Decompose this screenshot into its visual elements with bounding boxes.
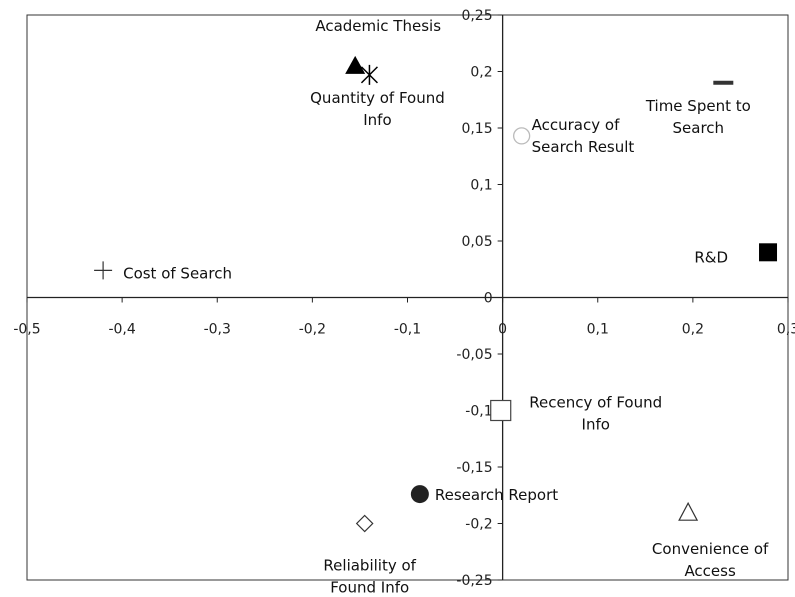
- point-marker: [759, 243, 778, 262]
- point-label-line: Info: [582, 416, 610, 434]
- tick-labels: -0,5 -0,4 -0,3 -0,2 -0,1 0 0,1 0,2 0,3 -0,25 -0,2 -…: [13, 8, 795, 589]
- point-label-line: Accuracy of: [532, 116, 620, 134]
- y-tick-label: -0,1: [465, 404, 492, 420]
- point-label: Convenience of Access: [652, 540, 769, 580]
- y-tick-label: -0,2: [465, 517, 492, 533]
- x-tick-label: -0,4: [108, 322, 135, 338]
- point-marker: [94, 261, 113, 280]
- y-tick-label: 0,1: [470, 178, 492, 194]
- point-label: Research Report: [435, 486, 558, 504]
- x-tick-label: -0,1: [394, 322, 421, 338]
- point-label-line: Info: [363, 111, 391, 129]
- point-label-line: Reliability of: [323, 557, 416, 575]
- point-marker: [355, 514, 374, 533]
- y-tick-label: -0,25: [456, 573, 492, 589]
- point-marker: [513, 127, 531, 145]
- point-label-line: Time Spent to: [645, 97, 751, 115]
- point-label-line: Search: [673, 119, 725, 137]
- x-tick-label: 0: [498, 322, 507, 338]
- point-label-line: Cost of Search: [123, 264, 232, 282]
- y-tick-label: 0,05: [461, 234, 492, 250]
- data-points: [94, 55, 778, 533]
- point-label: R&D: [694, 248, 728, 266]
- y-tick-label: 0,2: [470, 65, 492, 81]
- point-label: Reliability of Found Info: [323, 557, 416, 597]
- point-marker: [678, 501, 699, 521]
- point-label-line: Research Report: [435, 486, 558, 504]
- point-label: Time Spent to Search: [645, 97, 751, 137]
- y-tick-label: 0,25: [461, 8, 492, 24]
- x-tick-label: 0,1: [587, 322, 609, 338]
- point-marker: [360, 64, 378, 85]
- point-label-line: Convenience of: [652, 540, 769, 558]
- point-label-line: Found Info: [330, 579, 409, 597]
- x-tick-label: -0,3: [204, 322, 231, 338]
- point-marker: [410, 485, 429, 504]
- point-label-line: R&D: [694, 248, 728, 266]
- x-tick-label: 0,2: [682, 322, 704, 338]
- point-label-line: Search Result: [532, 138, 635, 156]
- y-tick-label: -0,05: [456, 347, 492, 363]
- point-label: Accuracy of Search Result: [532, 116, 635, 156]
- y-tick-label: 0,15: [461, 121, 492, 137]
- x-tick-label: -0,5: [13, 322, 40, 338]
- point-label: Quantity of Found Info: [310, 89, 445, 129]
- y-tick-label: 0: [484, 291, 493, 307]
- point-label-line: Access: [684, 562, 736, 580]
- point-label: Cost of Search: [123, 264, 232, 282]
- point-label: Recency of Found Info: [529, 394, 662, 434]
- x-tick-label: 0,3: [777, 322, 795, 338]
- y-tick-label: -0,15: [456, 460, 492, 476]
- point-marker: [490, 399, 512, 422]
- point-label-line: Academic Thesis: [315, 17, 441, 35]
- point-labels: Academic Thesis Quantity of Found Info Accu…: [123, 17, 769, 597]
- x-tick-label: -0,2: [299, 322, 326, 338]
- point-label-line: Recency of Found: [529, 394, 662, 412]
- axes: [26, 14, 789, 581]
- point-label: Academic Thesis: [315, 17, 441, 35]
- point-marker: [345, 55, 366, 74]
- point-label-line: Quantity of Found: [310, 89, 445, 107]
